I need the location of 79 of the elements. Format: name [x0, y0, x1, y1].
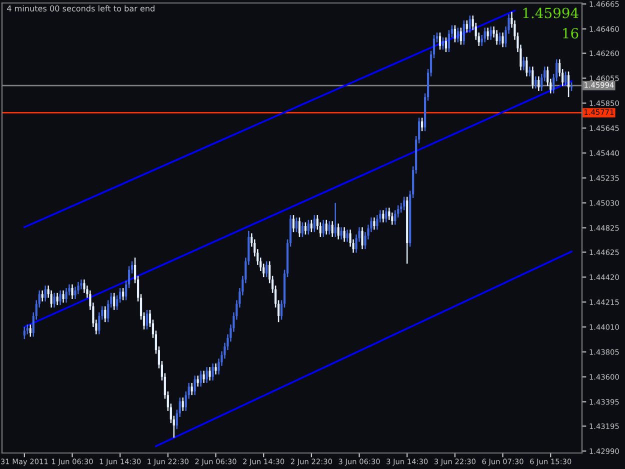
candlestick	[337, 222, 340, 240]
candlestick	[313, 214, 316, 233]
candlestick	[334, 202, 336, 238]
candlestick	[310, 219, 312, 233]
candlestick	[77, 281, 80, 295]
candlestick	[442, 36, 444, 50]
candlestick	[328, 220, 330, 236]
candlestick	[190, 382, 193, 396]
candlestick	[301, 222, 304, 238]
candlestick	[496, 30, 498, 46]
candlestick	[498, 32, 501, 46]
candlestick	[214, 362, 217, 376]
candlestick	[196, 375, 199, 388]
candlestick	[194, 375, 196, 396]
candlestick	[202, 370, 205, 384]
candlestick	[104, 306, 106, 323]
candlestick	[454, 24, 456, 43]
candlestick	[146, 309, 148, 330]
candlestick	[26, 324, 28, 335]
candlestick	[113, 292, 116, 311]
candlestick	[460, 27, 462, 46]
candlestick	[71, 284, 74, 300]
candlestick	[56, 292, 58, 306]
candlestick	[456, 27, 459, 43]
candlestick	[206, 366, 208, 384]
candlestick	[53, 292, 56, 308]
candlestick	[421, 117, 424, 132]
candlestick	[266, 260, 268, 278]
candlestick	[65, 287, 68, 304]
candlestick	[388, 207, 390, 221]
candlestick	[532, 66, 534, 90]
candlestick	[292, 214, 295, 233]
annotation: 4 minutes 00 seconds left to bar end	[7, 5, 154, 12]
annotation: 16	[563, 28, 578, 38]
candlestick	[438, 32, 442, 50]
candlestick	[23, 326, 26, 340]
candlestick	[462, 20, 465, 46]
candlestick	[403, 196, 406, 211]
candlestick	[385, 207, 388, 223]
candlestick	[304, 222, 306, 236]
candlestick	[373, 216, 376, 230]
candlestick	[122, 287, 124, 301]
candlestick	[564, 70, 567, 87]
candlestick	[522, 56, 525, 71]
candlestick	[83, 278, 86, 294]
candlestick	[62, 290, 64, 304]
candlestick	[502, 32, 504, 48]
candlestick	[490, 26, 492, 40]
annotation: 1.45994	[523, 8, 578, 18]
candlestick	[448, 30, 450, 53]
candlestick	[295, 216, 298, 233]
candlestick	[343, 226, 346, 242]
candlestick	[376, 214, 378, 230]
candlestick	[298, 216, 301, 238]
candlestick	[325, 219, 328, 236]
candlestick	[444, 36, 448, 53]
candlestick	[468, 14, 471, 34]
candlestick	[331, 220, 334, 238]
candlestick	[44, 284, 46, 302]
candlestick	[466, 20, 468, 34]
candlestick	[568, 70, 570, 98]
candlestick	[534, 76, 537, 90]
candlestick	[80, 278, 82, 290]
candlestick	[41, 290, 44, 302]
candlestick	[526, 56, 528, 77]
candlestick	[59, 290, 62, 306]
candlestick	[29, 324, 32, 338]
candlestick	[200, 370, 202, 388]
candlestick	[538, 76, 540, 92]
candlestick	[361, 226, 364, 250]
candlestick	[394, 210, 396, 226]
candlestick	[212, 362, 214, 382]
candlestick	[307, 219, 310, 236]
candlestick	[484, 27, 486, 43]
candlestick	[50, 290, 52, 308]
candlestick	[208, 366, 211, 382]
candlestick	[322, 219, 324, 238]
candlestick	[74, 286, 76, 300]
candlestick	[182, 396, 184, 412]
